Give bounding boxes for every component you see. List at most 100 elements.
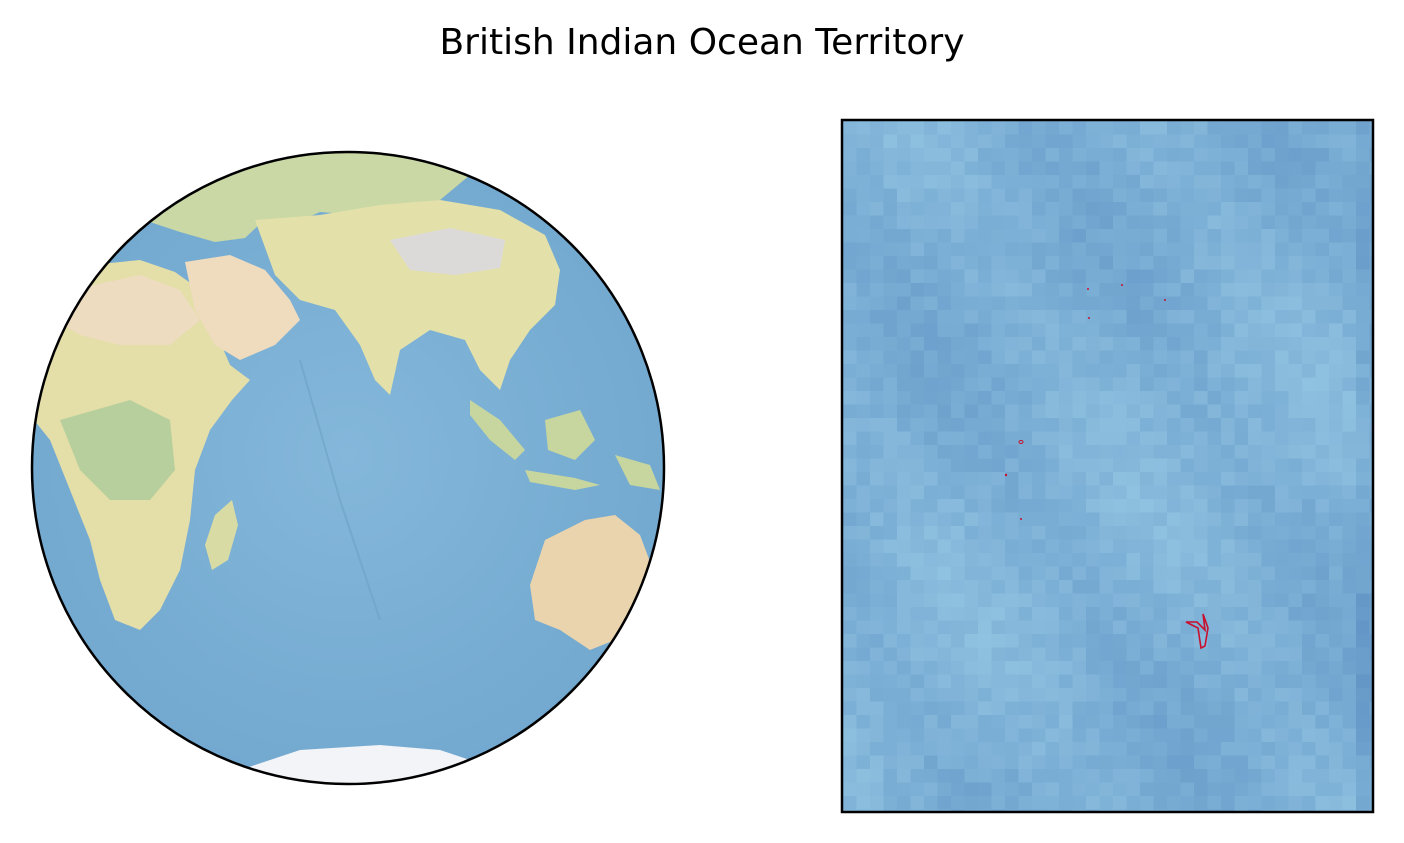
ocean-raster-cell (951, 188, 965, 203)
ocean-raster-cell (1369, 229, 1372, 243)
ocean-raster-cell (1329, 715, 1343, 729)
ocean-raster-cell (1113, 553, 1127, 567)
ocean-raster-cell (951, 202, 965, 216)
ocean-raster-cell (1342, 782, 1357, 797)
ocean-raster-cell (937, 283, 952, 297)
ocean-raster-cell (1315, 296, 1330, 311)
ocean-raster-cell (937, 512, 952, 527)
ocean-raster-cell (1342, 634, 1357, 648)
ocean-raster-cell (1005, 634, 1019, 648)
ocean-raster-cell (978, 647, 992, 662)
ocean-raster-cell (978, 566, 992, 581)
ocean-raster-cell (883, 296, 898, 311)
ocean-raster-cell (1302, 364, 1316, 378)
ocean-raster-cell (1180, 445, 1195, 459)
ocean-raster-cell (1140, 391, 1154, 405)
ocean-raster-cell (1045, 607, 1060, 621)
ocean-raster-cell (1288, 215, 1303, 230)
ocean-raster-cell (951, 350, 965, 365)
ocean-raster-cell (1302, 512, 1316, 527)
ocean-raster-cell (1288, 499, 1303, 513)
ocean-raster-cell (1180, 701, 1195, 716)
ocean-raster-cell (1045, 445, 1060, 459)
ocean-raster-cell (1099, 566, 1114, 581)
ocean-raster-cell (924, 242, 938, 257)
ocean-raster-cell (1086, 769, 1100, 783)
ocean-raster-cell (964, 175, 979, 189)
ocean-raster-cell (1288, 269, 1303, 284)
ocean-raster-cell (1113, 121, 1127, 135)
ocean-raster-cell (1369, 175, 1372, 189)
ocean-raster-cell (1315, 742, 1330, 756)
ocean-raster-cell (1234, 161, 1249, 176)
ocean-raster-cell (843, 256, 857, 270)
ocean-raster-cell (1005, 674, 1019, 689)
ocean-raster-cell (924, 661, 938, 675)
new-guinea-island (615, 455, 660, 490)
ocean-raster-cell (1086, 256, 1100, 270)
ocean-raster-cell (1167, 323, 1181, 338)
ocean-raster-cell (1032, 148, 1046, 162)
ocean-raster-cell (1167, 269, 1181, 284)
ocean-raster-cell (951, 742, 965, 756)
ocean-raster-cell (924, 202, 938, 216)
ocean-raster-cell (1221, 418, 1235, 432)
ocean-raster-cell (937, 634, 952, 648)
ocean-raster-cell (1207, 688, 1222, 702)
ocean-raster-cell (951, 337, 965, 351)
ocean-raster-cell (1261, 661, 1276, 675)
ocean-raster-cell (1072, 377, 1087, 392)
ocean-raster-cell (1140, 553, 1154, 567)
ocean-raster-cell (1275, 404, 1289, 419)
ocean-raster-cell (1167, 593, 1181, 608)
ocean-raster-cell (897, 620, 911, 635)
ocean-raster-cell (897, 175, 911, 189)
ocean-raster-cell (1302, 256, 1316, 270)
ocean-raster-cell (1261, 215, 1276, 230)
ocean-raster-cell (964, 323, 979, 338)
ocean-raster-cell (1072, 323, 1087, 338)
ocean-raster-cell (1207, 391, 1222, 405)
globe-outline (30, 150, 666, 786)
ocean-raster-cell (937, 296, 952, 311)
ocean-raster-cell (1261, 431, 1276, 446)
ocean-raster-cell (1207, 404, 1222, 419)
ocean-raster-cell (883, 755, 898, 770)
ocean-raster-cell (1207, 769, 1222, 783)
ocean-raster-cell (1140, 229, 1154, 243)
ocean-raster-cell (1180, 539, 1195, 554)
ocean-raster-cell (843, 458, 857, 473)
ocean-raster-cell (1018, 242, 1033, 257)
ocean-raster-cell (1207, 377, 1222, 392)
ocean-raster-cell (883, 350, 898, 365)
ocean-raster-cell (1018, 418, 1033, 432)
ocean-raster-cell (991, 580, 1006, 594)
ocean-raster-cell (1315, 566, 1330, 581)
ocean-raster-cell (1167, 539, 1181, 554)
ocean-raster-cell (978, 607, 992, 621)
ocean-raster-cell (1302, 269, 1316, 284)
ocean-raster-cell (910, 215, 925, 230)
ocean-raster-cell (1072, 202, 1087, 216)
ocean-raster-cell (964, 364, 979, 378)
ocean-raster-cell (924, 755, 938, 770)
ocean-raster-cell (1369, 512, 1372, 527)
ocean-raster-cell (1315, 215, 1330, 230)
ocean-raster-cell (1086, 701, 1100, 716)
ocean-raster-cell (1207, 512, 1222, 527)
ocean-raster-cell (978, 715, 992, 729)
ocean-raster-cell (1005, 782, 1019, 797)
ocean-raster-cell (897, 553, 911, 567)
ocean-raster-cell (1315, 499, 1330, 513)
ocean-raster-cell (1005, 229, 1019, 243)
ocean-raster-cell (1113, 647, 1127, 662)
ocean-raster-cell (883, 809, 898, 811)
ocean-raster-cell (1288, 323, 1303, 338)
ocean-raster-cell (1369, 323, 1372, 338)
ocean-raster-cell (1099, 364, 1114, 378)
ocean-raster-cell (1207, 728, 1222, 743)
ocean-raster-cell (1140, 256, 1154, 270)
ocean-raster-cell (1315, 553, 1330, 567)
ocean-raster-cell (1045, 620, 1060, 635)
ocean-raster-cell (1018, 323, 1033, 338)
